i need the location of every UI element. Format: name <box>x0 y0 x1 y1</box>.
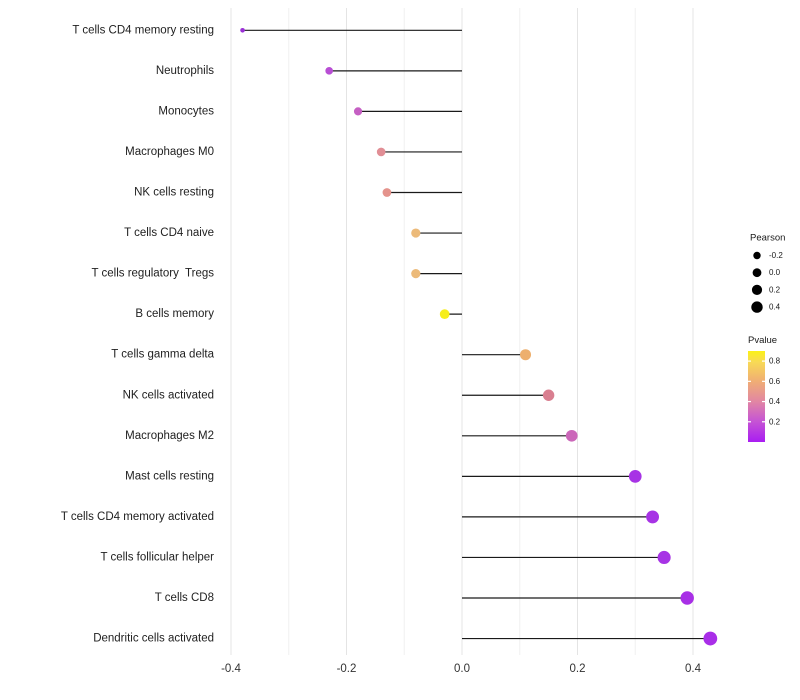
pearson-size-legend: Pearson -0.2 0.0 0.2 0.4 <box>750 233 785 313</box>
data-point <box>411 269 421 279</box>
lollipop-points <box>240 28 718 646</box>
x-axis-tick-label: -0.2 <box>337 663 357 675</box>
category-label: Neutrophils <box>156 65 214 77</box>
pvalue-color-legend: Pvalue 0.8 0.6 0.4 0.2 <box>748 335 781 442</box>
pvalue-legend-label: 0.8 <box>769 357 781 366</box>
pearson-legend-label: 0.2 <box>769 285 781 294</box>
data-point <box>520 349 532 361</box>
category-label: Dendritic cells activated <box>93 633 214 645</box>
data-point <box>542 389 555 401</box>
data-point <box>411 228 421 238</box>
pvalue-legend-label: 0.4 <box>769 397 781 406</box>
data-point <box>646 510 660 524</box>
category-label: T cells CD4 memory activated <box>61 511 214 523</box>
category-label: Mast cells resting <box>125 470 214 482</box>
pearson-legend-dot <box>752 268 762 278</box>
x-axis-tick-label: 0.2 <box>570 663 586 675</box>
pvalue-gradient-bar <box>748 351 765 442</box>
category-label: NK cells resting <box>134 187 214 199</box>
data-point <box>376 147 386 157</box>
pearson-legend-dot <box>753 251 761 260</box>
data-point <box>325 67 333 75</box>
pvalue-legend-label: 0.2 <box>769 417 781 426</box>
category-label: T cells gamma delta <box>111 349 214 361</box>
category-label: T cells regulatory Tregs <box>91 268 214 280</box>
data-point <box>628 470 642 483</box>
category-label: NK cells activated <box>123 389 214 401</box>
x-axis-tick-labels: -0.4 -0.2 0.0 0.2 0.4 <box>221 663 702 675</box>
data-point <box>240 28 245 33</box>
data-point <box>703 631 718 646</box>
data-point <box>680 591 694 605</box>
pvalue-legend-label: 0.6 <box>769 377 781 386</box>
category-label: Monocytes <box>158 105 214 117</box>
pearson-legend-label: 0.4 <box>769 303 781 312</box>
category-label: T cells CD8 <box>155 592 214 604</box>
category-label: T cells CD4 memory resting <box>72 24 214 36</box>
grid-lines <box>230 8 694 655</box>
pearson-legend-label: 0.0 <box>769 268 781 277</box>
pearson-legend-dot <box>751 284 763 295</box>
x-axis-tick-label: -0.4 <box>221 663 241 675</box>
category-labels: T cells CD4 memory resting Neutrophils Mon… <box>61 24 215 644</box>
category-label: T cells CD4 naive <box>124 227 214 239</box>
x-axis-tick-label: 0.4 <box>685 663 702 675</box>
x-axis-tick-label: 0.0 <box>454 663 470 675</box>
data-point <box>657 550 671 564</box>
pearson-legend-dot <box>751 301 763 313</box>
pearson-legend-label: -0.2 <box>769 251 783 260</box>
pvalue-legend-title: Pvalue <box>748 335 777 346</box>
category-label: Macrophages M0 <box>125 146 214 158</box>
category-label: Macrophages M2 <box>125 430 214 442</box>
data-point <box>382 188 392 197</box>
category-label: T cells follicular helper <box>100 551 214 563</box>
data-point <box>439 309 450 319</box>
data-point <box>353 107 363 116</box>
lollipop-stems <box>242 29 711 640</box>
category-label: B cells memory <box>135 308 214 320</box>
data-point <box>565 429 578 442</box>
pearson-legend-title: Pearson <box>750 233 785 244</box>
